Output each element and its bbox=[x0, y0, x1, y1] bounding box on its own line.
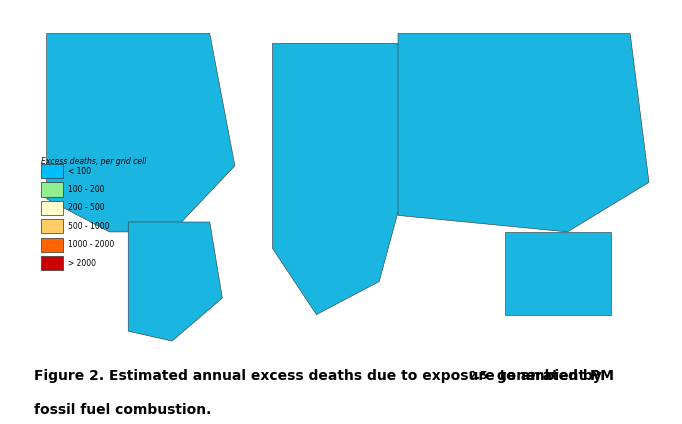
Bar bbox=[41, 237, 63, 252]
Bar bbox=[41, 219, 63, 234]
Text: < 100: < 100 bbox=[68, 167, 91, 176]
Bar bbox=[41, 256, 63, 270]
Polygon shape bbox=[46, 33, 235, 232]
Text: 2.5: 2.5 bbox=[469, 371, 488, 381]
Polygon shape bbox=[128, 222, 222, 341]
Bar bbox=[41, 164, 63, 178]
Bar bbox=[41, 201, 63, 215]
Text: Figure 2. Estimated annual excess deaths due to exposure to ambient PM: Figure 2. Estimated annual excess deaths… bbox=[34, 369, 614, 383]
Text: Excess deaths, per grid cell: Excess deaths, per grid cell bbox=[41, 157, 147, 166]
Polygon shape bbox=[273, 43, 411, 315]
Polygon shape bbox=[398, 33, 649, 232]
Polygon shape bbox=[505, 232, 611, 315]
Text: > 2000: > 2000 bbox=[68, 259, 96, 268]
Bar bbox=[41, 182, 63, 197]
Text: fossil fuel combustion.: fossil fuel combustion. bbox=[34, 403, 211, 417]
Text: 100 - 200: 100 - 200 bbox=[68, 185, 104, 194]
Text: 200 - 500: 200 - 500 bbox=[68, 204, 104, 212]
Text: 500 - 1000: 500 - 1000 bbox=[68, 222, 109, 231]
Text: generated by: generated by bbox=[492, 369, 602, 383]
Text: 1000 - 2000: 1000 - 2000 bbox=[68, 240, 114, 249]
